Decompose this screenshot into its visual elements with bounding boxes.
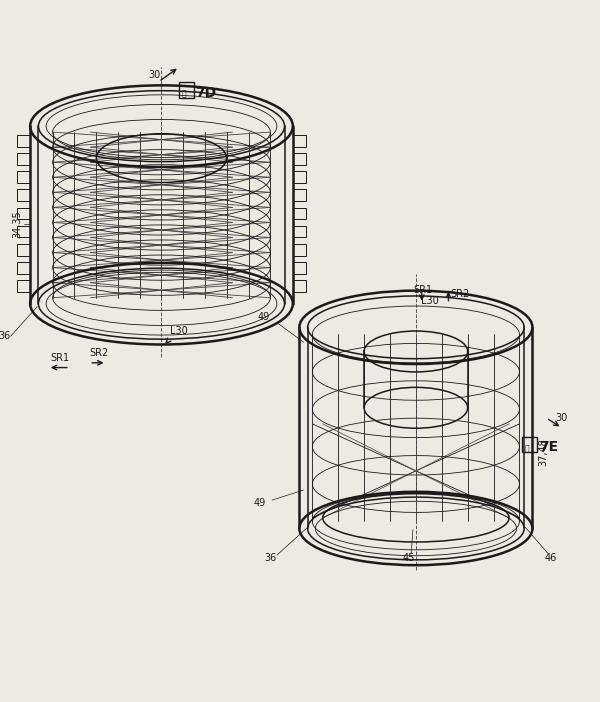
Bar [293, 190, 306, 201]
Text: 30: 30 [555, 413, 567, 423]
Bar [293, 225, 306, 237]
Bar [179, 82, 194, 98]
Bar [293, 280, 306, 292]
Bar [523, 437, 537, 452]
Text: 34,35: 34,35 [13, 210, 22, 238]
Bar [17, 262, 30, 274]
Text: 30: 30 [148, 69, 160, 79]
Bar [293, 171, 306, 183]
Bar [17, 153, 30, 165]
Bar [17, 280, 30, 292]
Text: L30: L30 [170, 326, 188, 336]
Bar [293, 262, 306, 274]
Text: Ⓖ: Ⓖ [182, 89, 186, 98]
Bar [17, 244, 30, 256]
Bar [17, 135, 30, 147]
Text: SR2: SR2 [451, 289, 470, 298]
Text: 36: 36 [264, 553, 276, 563]
Bar [293, 208, 306, 219]
Text: SR2: SR2 [89, 348, 109, 358]
Text: 46: 46 [544, 553, 557, 563]
Bar [293, 135, 306, 147]
Text: L30: L30 [421, 296, 439, 305]
Bar [17, 208, 30, 219]
Bar [293, 153, 306, 165]
Text: 7E: 7E [539, 440, 558, 454]
Bar [17, 190, 30, 201]
Text: 37,48: 37,48 [538, 438, 548, 466]
Text: SR1: SR1 [51, 353, 70, 363]
Text: SR1: SR1 [413, 285, 433, 295]
Text: Ⓖ: Ⓖ [525, 444, 529, 453]
Text: 49: 49 [258, 312, 270, 322]
Bar [293, 244, 306, 256]
Text: 7D: 7D [195, 86, 217, 100]
Text: 45: 45 [403, 553, 415, 563]
Text: 49: 49 [253, 498, 265, 508]
Bar [17, 171, 30, 183]
Text: 36: 36 [0, 331, 11, 341]
Bar [17, 225, 30, 237]
